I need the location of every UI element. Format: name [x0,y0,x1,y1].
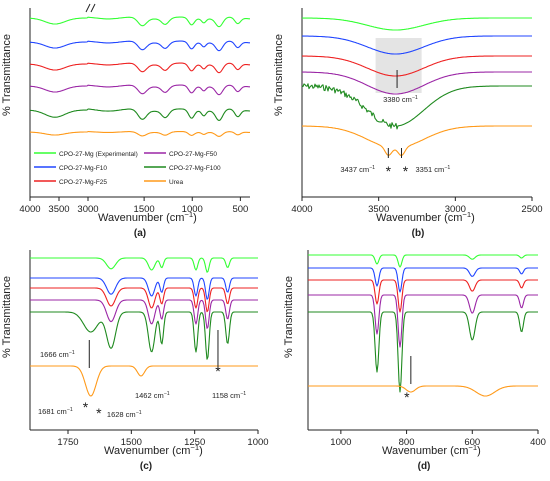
x-tick-label: 3500 [368,204,389,215]
y-axis-label: % Transmittance [273,34,285,116]
highlight-region [375,38,422,93]
series-orange [308,385,538,397]
legend-entry: Urea [169,179,183,186]
y-axis-label: % Transmittance [283,276,295,358]
annotation-3351: 3351 cm−1 [416,165,451,174]
annotation-1628: 1628 cm−1 [107,410,142,419]
x-tick-label: 3000 [77,204,98,215]
x-tick-label: 1000 [182,204,203,215]
series-purple [308,294,538,348]
x-tick-label: 1750 [57,437,78,448]
annotation-star: * [215,363,221,379]
x-axis-label: Wavenumber (cm−1) [104,443,203,458]
annotation-1462: 1462 cm−1 [135,391,170,400]
y-axis-label: % Transmittance [1,276,13,358]
panel-label: (b) [412,228,425,239]
x-tick-label: 2500 [521,204,542,215]
panel-b: 4000 3500 3000 2500 Wavenumber (cm−1) % Trans… [273,8,543,239]
series-red [308,279,538,313]
x-tick-label: 1500 [121,437,142,448]
panel-label: (a) [134,228,146,239]
annotation-star: * [83,399,89,415]
series-purple [30,299,258,329]
series-darkgreen [308,311,538,393]
x-axis-label: Wavenumber (cm−1) [98,210,197,225]
series-darkgreen [301,83,532,130]
legend-entry: CPO-27-Mg (Experimental) [59,151,138,158]
series-darkgreen [30,311,258,360]
axis-break [85,3,91,13]
annotation-star: * [403,163,409,179]
x-tick-label: 4000 [19,204,40,215]
annotation-star: * [404,389,410,405]
axis-break [90,3,96,13]
series-blue [302,35,532,55]
panel-d: 1000 800 600 400 Wavenumber (cm−1) % Transmit… [283,250,546,472]
series-red [302,55,532,77]
series-blue [29,40,250,52]
panel-label: (d) [418,461,431,472]
annotation-3437: 3437 cm−1 [340,165,375,174]
x-tick-label: 3000 [445,204,466,215]
x-tick-label: 600 [464,437,480,448]
legend-entry: CPO-27-Mg-F50 [169,151,217,158]
annotation-1666: 1666 cm−1 [40,350,75,359]
series-darkgreen [29,108,251,122]
legend-entry: CPO-27-Mg-F10 [59,165,107,172]
series-blue [308,267,538,293]
panel-a: 4000 3500 3000 1500 1000 500 Wavenumber (cm−1)… [1,3,251,239]
series-green [301,17,532,31]
x-axis-label: Wavenumber (cm−1) [376,210,475,225]
x-tick-label: 4000 [291,204,312,215]
series-purple [29,84,250,96]
panel-label: (c) [140,461,152,472]
x-tick-label: 800 [399,437,415,448]
series-blue [30,277,258,300]
x-axis-label: Wavenumber (cm−1) [382,443,481,458]
x-tick-label: 1000 [247,437,268,448]
panel-c: 1750 1500 1250 1000 Wavenumber (cm−1) % Trans… [1,250,269,472]
x-tick-label: 1000 [330,437,351,448]
x-tick-label: 500 [232,204,248,215]
series-orange [29,131,250,137]
annotation-star: * [386,163,392,179]
annotation-1681: 1681 cm−1 [38,407,73,416]
series-green [29,16,250,28]
y-axis-label: % Transmittance [1,34,13,116]
x-tick-label: 1250 [184,437,205,448]
legend: CPO-27-Mg (Experimental) CPO-27-Mg-F50 CPO… [34,151,221,186]
x-tick-label: 400 [530,437,546,448]
annotation-star: * [96,405,102,421]
annotation-1158: 1158 cm−1 [212,391,246,400]
series-red [30,287,258,313]
series-green [30,257,258,273]
x-tick-label: 3500 [48,204,69,215]
series-red [29,62,250,74]
series-purple [302,71,532,95]
annotation-3380: 3380 cm−1 [383,95,418,104]
legend-entry: CPO-27-Mg-F25 [59,179,107,186]
x-tick-label: 1500 [134,204,155,215]
legend-entry: CPO-27-Mg-F100 [169,165,221,172]
series-orange [30,365,258,397]
series-orange [302,125,532,157]
series-green [308,254,538,268]
